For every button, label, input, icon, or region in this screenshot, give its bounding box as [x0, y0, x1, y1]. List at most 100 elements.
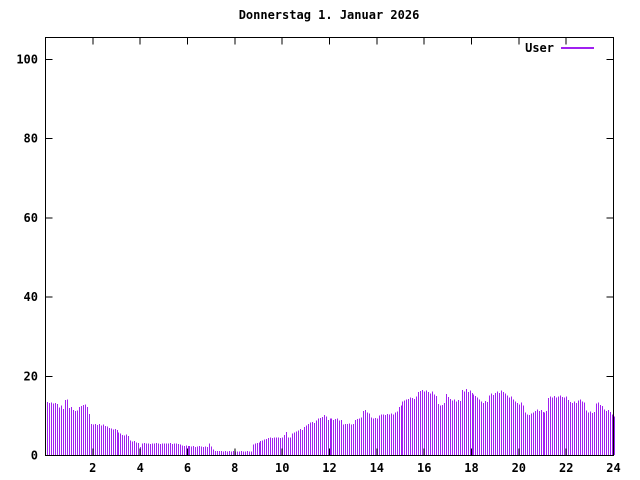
data-bar — [379, 415, 380, 455]
data-bar — [418, 392, 419, 455]
data-bar — [614, 416, 615, 455]
data-bar — [79, 406, 80, 455]
data-bar — [408, 398, 409, 455]
data-bar — [602, 406, 603, 455]
x-tick-label: 10 — [275, 461, 289, 475]
data-bar — [330, 418, 331, 455]
data-bar — [539, 411, 540, 455]
data-bar — [168, 443, 169, 455]
data-bar — [306, 425, 307, 455]
data-bar — [470, 390, 471, 455]
data-bar — [264, 439, 265, 455]
data-bar — [406, 399, 407, 455]
data-bar — [414, 398, 415, 455]
y-tick-label: 80 — [24, 132, 38, 146]
data-bar — [412, 398, 413, 455]
data-bar — [454, 399, 455, 455]
data-bar — [501, 390, 502, 455]
data-bar — [294, 432, 295, 455]
data-bar — [389, 414, 390, 455]
data-bar — [91, 424, 92, 455]
data-bar — [608, 409, 609, 455]
data-bar — [95, 423, 96, 455]
data-bar — [290, 437, 291, 455]
data-bar — [543, 411, 544, 455]
data-bar — [369, 413, 370, 455]
data-bar — [184, 446, 185, 455]
data-bar — [174, 443, 175, 455]
data-bar — [367, 412, 368, 455]
data-bar — [395, 412, 396, 455]
data-bar — [138, 443, 139, 455]
data-bar — [594, 411, 595, 455]
data-bar — [85, 404, 86, 455]
data-bar — [75, 411, 76, 455]
data-bar — [535, 410, 536, 455]
data-bar — [288, 437, 289, 455]
data-bar — [280, 438, 281, 455]
data-bar — [276, 437, 277, 455]
data-bar — [477, 397, 478, 455]
data-bar — [191, 446, 192, 455]
data-bar — [51, 402, 52, 455]
data-bar — [610, 411, 611, 455]
data-bar — [373, 418, 374, 455]
data-bar — [120, 433, 121, 455]
data-bar — [353, 423, 354, 455]
data-bar — [77, 410, 78, 455]
data-bar — [357, 419, 358, 455]
data-bar — [548, 398, 549, 455]
x-tick-label: 16 — [417, 461, 431, 475]
data-bar — [387, 413, 388, 455]
data-bar — [117, 429, 118, 455]
data-bar — [513, 399, 514, 455]
data-bar — [221, 451, 222, 455]
data-bar — [574, 401, 575, 455]
data-bar — [446, 394, 447, 455]
data-bar — [424, 391, 425, 455]
y-tick-label: 40 — [24, 290, 38, 304]
data-bar — [270, 437, 271, 455]
data-bar — [53, 403, 54, 455]
data-bar — [385, 415, 386, 455]
data-bar — [205, 446, 206, 455]
data-bar — [341, 419, 342, 455]
data-bar — [552, 397, 553, 455]
data-bar — [87, 406, 88, 455]
data-bar — [598, 402, 599, 455]
data-bar — [560, 395, 561, 455]
data-bar — [211, 446, 212, 455]
data-bar — [604, 409, 605, 455]
data-bar — [61, 405, 62, 455]
legend-line-sample-icon — [561, 47, 594, 49]
data-bar — [229, 451, 230, 455]
data-bar — [105, 425, 106, 455]
data-bar — [164, 443, 165, 455]
data-bar — [259, 442, 260, 455]
data-bar — [59, 407, 60, 455]
data-bar — [359, 418, 360, 455]
data-bar — [489, 395, 490, 455]
y-tick-label: 0 — [31, 449, 38, 463]
data-bar — [401, 405, 402, 455]
data-bar — [600, 404, 601, 455]
data-bar — [592, 413, 593, 455]
data-bar — [219, 450, 220, 455]
data-bar — [170, 443, 171, 455]
plot-border — [45, 37, 614, 456]
data-bar — [128, 436, 129, 455]
data-bar — [312, 421, 313, 455]
data-bar — [541, 409, 542, 455]
data-bar — [109, 427, 110, 455]
data-bar — [509, 397, 510, 455]
data-bar — [428, 392, 429, 455]
data-bar — [316, 420, 317, 455]
data-bar — [186, 445, 187, 455]
data-bar — [257, 442, 258, 455]
data-bar — [493, 394, 494, 455]
data-bar — [365, 409, 366, 455]
data-bar — [130, 440, 131, 455]
data-bar — [49, 403, 50, 455]
data-bar — [268, 438, 269, 455]
